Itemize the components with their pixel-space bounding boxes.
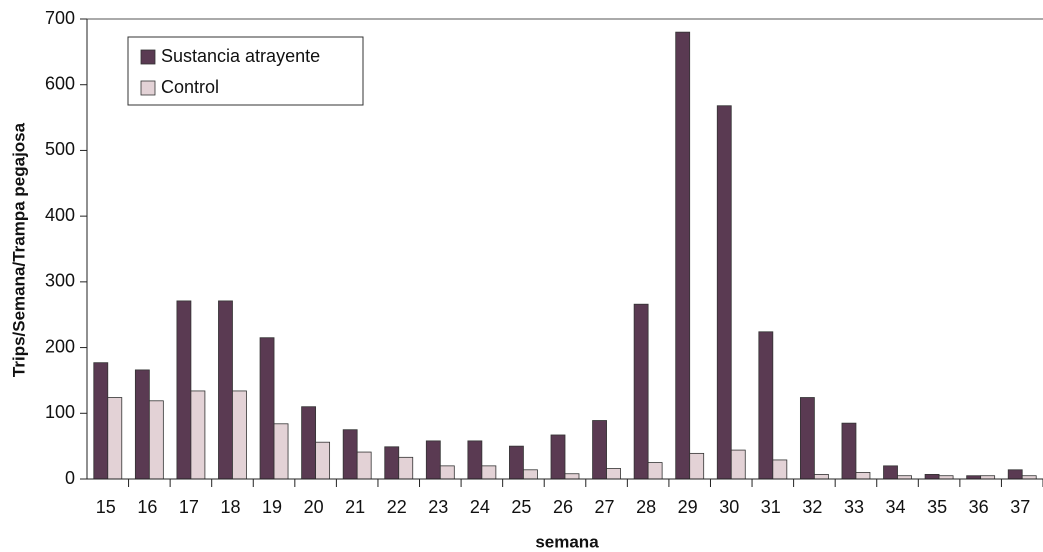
bar (384, 446, 400, 480)
bar (107, 397, 123, 480)
x-tick-label: 27 (595, 497, 615, 517)
x-tick-label: 18 (220, 497, 240, 517)
x-tick-label: 16 (137, 497, 157, 517)
bar (564, 473, 580, 480)
bar (439, 465, 455, 480)
x-tick-label: 32 (802, 497, 822, 517)
bar (924, 473, 940, 480)
bar (356, 451, 372, 480)
x-tick-label: 22 (387, 497, 407, 517)
bar (550, 434, 566, 480)
legend-swatch (140, 49, 156, 65)
x-tick-label: 34 (886, 497, 906, 517)
x-tick-label: 24 (470, 497, 490, 517)
bar (855, 472, 871, 480)
bar (523, 469, 538, 480)
x-tick-label: 33 (844, 497, 864, 517)
x-tick-label: 35 (927, 497, 947, 517)
bar (509, 445, 524, 480)
bar (301, 406, 317, 480)
legend-label: Control (161, 77, 219, 97)
bar (398, 456, 414, 480)
x-tick-label: 15 (96, 497, 116, 517)
bar (259, 337, 275, 480)
x-tick-label: 21 (345, 497, 365, 517)
bar (689, 452, 705, 480)
bar (675, 31, 691, 480)
bar (148, 400, 164, 480)
bar (190, 390, 206, 480)
bar (342, 429, 358, 480)
y-tick-label: 600 (45, 73, 75, 93)
bar (232, 390, 247, 480)
x-tick-label: 29 (678, 497, 698, 517)
bar (841, 422, 857, 480)
x-tick-label: 19 (262, 497, 282, 517)
bar (606, 468, 621, 480)
bar (93, 362, 109, 480)
legend-box (127, 36, 364, 106)
y-axis-label: Trips/Semana/Trampa pegajosa (9, 122, 28, 377)
x-tick-label: 17 (179, 497, 199, 517)
x-axis-label: semana (535, 532, 599, 551)
x-tick-label: 30 (719, 497, 739, 517)
bar (633, 303, 649, 480)
bar (758, 331, 774, 480)
y-tick-label: 300 (45, 271, 75, 291)
legend-label: Sustancia atrayente (161, 46, 320, 66)
y-tick-label: 0 (65, 468, 75, 488)
bar (647, 462, 663, 480)
x-tick-label: 36 (969, 497, 989, 517)
bar (134, 369, 150, 480)
x-tick-label: 26 (553, 497, 573, 517)
bar (730, 449, 746, 480)
bar (883, 465, 898, 480)
y-tick-label: 400 (45, 205, 75, 225)
x-tick-label: 20 (304, 497, 324, 517)
legend-swatch (140, 80, 156, 96)
bar (592, 420, 607, 480)
x-tick-label: 28 (636, 497, 656, 517)
x-tick-label: 31 (761, 497, 781, 517)
y-tick-label: 200 (45, 336, 75, 356)
bar (1007, 469, 1023, 480)
bar (813, 473, 829, 480)
bar (218, 300, 233, 480)
x-tick-label: 23 (428, 497, 448, 517)
bar (176, 300, 192, 480)
bar (799, 397, 815, 480)
bar (315, 441, 331, 480)
bar (273, 423, 289, 480)
y-tick-label: 500 (45, 139, 75, 159)
bar (467, 440, 483, 480)
x-tick-label: 37 (1010, 497, 1030, 517)
x-tick-label: 25 (511, 497, 531, 517)
y-tick-label: 700 (45, 8, 75, 28)
bar (772, 459, 788, 480)
y-tick-label: 100 (45, 402, 75, 422)
bar (425, 440, 441, 480)
bar (716, 105, 732, 480)
bar (481, 465, 497, 480)
